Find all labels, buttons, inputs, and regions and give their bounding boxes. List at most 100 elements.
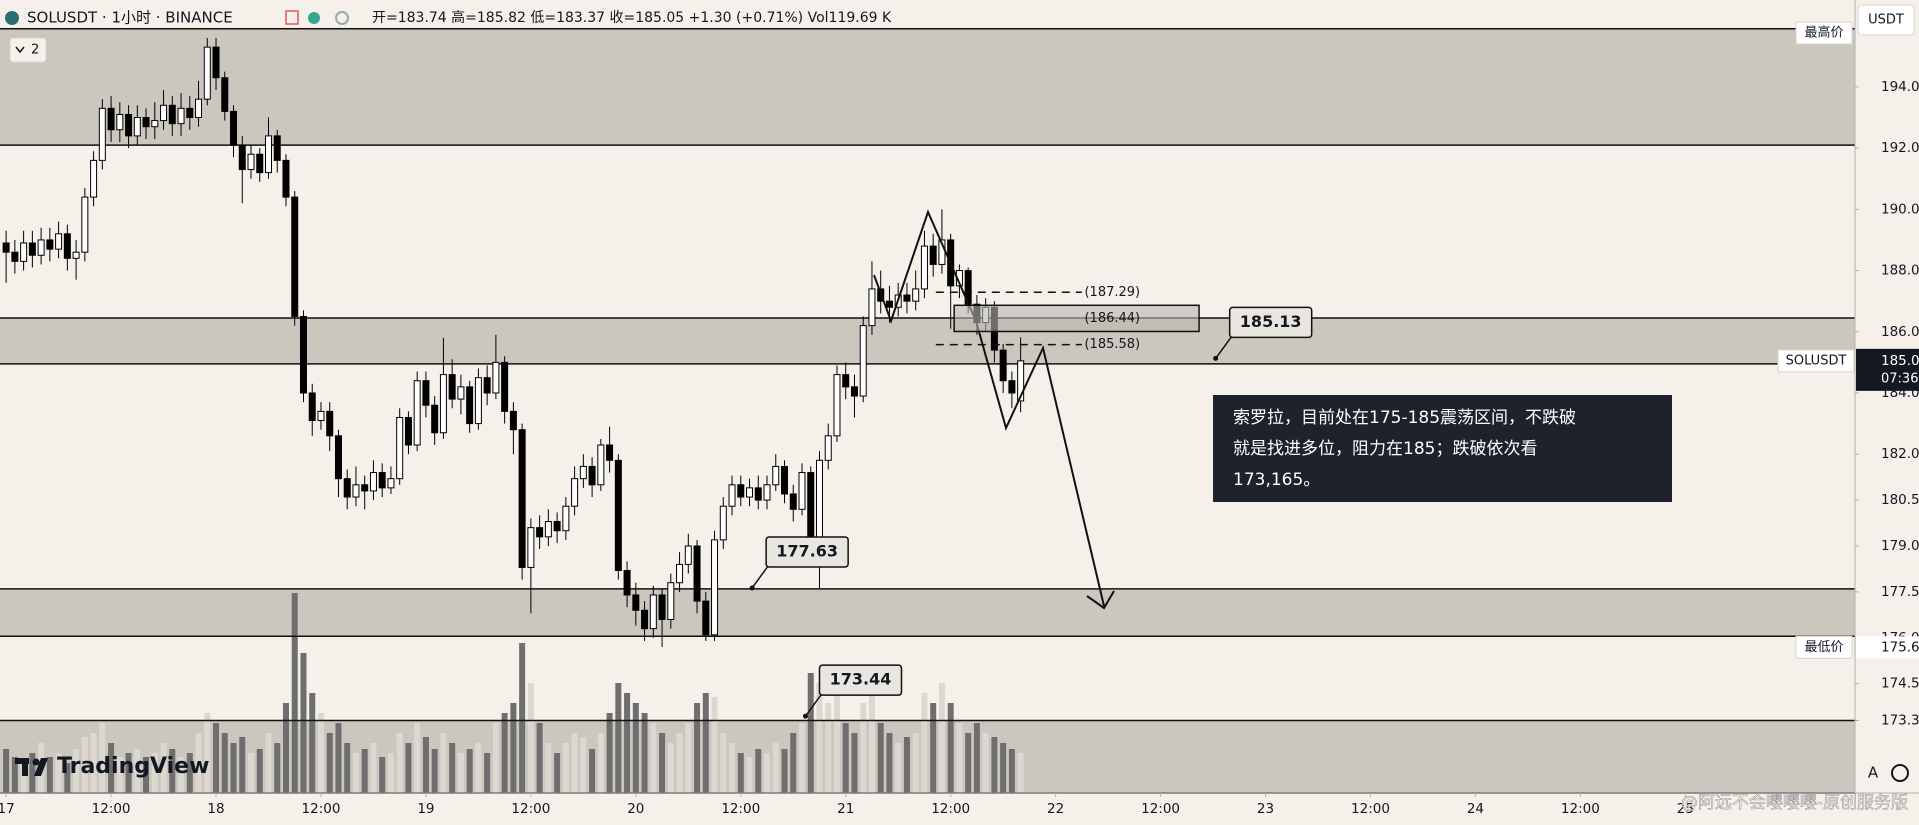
- ohlc: 开=183.74 高=185.82 低=183.37 收=185.05 +1.3…: [372, 9, 892, 26]
- volume-bar: [807, 673, 814, 793]
- volume-bar: [422, 737, 429, 793]
- volume-bar: [886, 733, 893, 793]
- y-tick-label: 194.00: [1881, 79, 1919, 95]
- candle-body: [264, 135, 272, 174]
- candle-body: [203, 46, 211, 100]
- volume-bar: [982, 733, 989, 793]
- candle-body: [536, 527, 544, 538]
- candle-body: [641, 609, 649, 630]
- volume-bar: [501, 713, 508, 793]
- candle-body: [719, 505, 727, 541]
- symbol-tag-label: SOLUSDT: [1786, 353, 1847, 368]
- x-tick-label: 24: [1467, 801, 1484, 817]
- volume-bar: [851, 733, 858, 793]
- volume-bar: [239, 737, 246, 793]
- candle-body: [247, 153, 255, 171]
- candle-body: [474, 377, 482, 425]
- candle-body: [815, 459, 823, 550]
- candle-body: [142, 117, 150, 128]
- candle-body: [195, 98, 203, 119]
- x-tick-label: 12:00: [1141, 801, 1180, 817]
- logo: TradingView: [15, 754, 209, 779]
- axis-layer: 194.00192.00190.00188.00186.00184.00182.…: [0, 21, 1919, 817]
- zone: [0, 588, 1855, 637]
- volume-bar: [895, 743, 902, 793]
- volume-bar: [825, 703, 832, 793]
- currency-button[interactable]: [1857, 4, 1915, 36]
- volume-bar: [99, 723, 106, 793]
- y-tick-label: 190.00: [1881, 201, 1919, 217]
- auto-scale[interactable]: A: [1868, 764, 1879, 782]
- candle-body: [903, 294, 911, 302]
- settings-icon[interactable]: [1891, 764, 1909, 782]
- candle-body: [230, 110, 238, 146]
- volume-bar: [571, 733, 578, 793]
- x-tick-label: 17: [0, 801, 15, 817]
- candle-body: [396, 416, 404, 480]
- indicator-toggle[interactable]: [9, 37, 47, 63]
- callout-leader: [804, 693, 823, 717]
- candle-body: [317, 410, 325, 422]
- candle-body: [98, 107, 106, 161]
- callout-label: 177.63: [776, 541, 838, 560]
- x-tick-label: 12:00: [302, 801, 341, 817]
- volume-bar: [361, 749, 368, 793]
- candle-body: [588, 465, 596, 486]
- x-tick-label: 12:00: [92, 801, 131, 817]
- volume-bar: [90, 733, 97, 793]
- x-tick-label: 12:00: [721, 801, 760, 817]
- volume-bar: [956, 723, 963, 793]
- candle-body: [212, 46, 220, 79]
- volume-bar: [151, 753, 158, 793]
- candle-body: [658, 594, 666, 620]
- volume-bar: [676, 733, 683, 793]
- volume-bar: [545, 743, 552, 793]
- volume-bar: [125, 753, 132, 793]
- candle-body: [553, 521, 561, 532]
- volume-bar: [685, 723, 692, 793]
- flag-icon[interactable]: [285, 10, 299, 25]
- volume-bar: [73, 749, 80, 793]
- note-line: 索罗拉，目前处在175-185震荡区间，不跌破: [1233, 408, 1576, 428]
- volume-bar: [344, 743, 351, 793]
- candle-body: [448, 374, 456, 400]
- volume-bar: [204, 713, 211, 793]
- candle-body: [614, 459, 622, 571]
- candle-body: [133, 117, 141, 137]
- logo-text: TradingView: [57, 754, 209, 779]
- x-tick-label: 23: [1257, 801, 1274, 817]
- eye-icon[interactable]: [335, 11, 349, 25]
- candle-body: [850, 386, 858, 397]
- volume-bar: [492, 723, 499, 793]
- x-tick-label: 12:00: [1351, 801, 1390, 817]
- candle-body: [772, 465, 780, 486]
- candle-body: [676, 563, 684, 584]
- volume-bar: [764, 753, 771, 793]
- y-tick-label: 192.00: [1881, 140, 1919, 156]
- currency: USDT: [1868, 13, 1904, 28]
- y-tick-label: 188.00: [1881, 263, 1919, 279]
- candle-body: [177, 107, 185, 125]
- volume-bar: [947, 703, 954, 793]
- volume-bar: [667, 743, 674, 793]
- volume-bar: [55, 753, 62, 793]
- volume-bar: [178, 757, 185, 793]
- volume-bar: [702, 693, 709, 793]
- callout-leader: [751, 565, 769, 589]
- candle-body: [999, 349, 1007, 382]
- candle-body: [842, 374, 850, 388]
- volume-bar: [772, 743, 779, 793]
- logo-mark: [32, 758, 40, 766]
- volume-bar: [973, 723, 980, 793]
- indicator-count: 2: [31, 43, 39, 58]
- candle-body: [606, 444, 614, 461]
- volume-bar: [143, 757, 150, 793]
- chevron: [15, 46, 25, 54]
- candle-body: [11, 251, 19, 262]
- candle-body: [501, 361, 509, 412]
- callout-leader: [1215, 335, 1233, 359]
- volume-bar: [195, 733, 202, 793]
- symbol-icon: [5, 11, 19, 25]
- candle-body: [361, 484, 369, 492]
